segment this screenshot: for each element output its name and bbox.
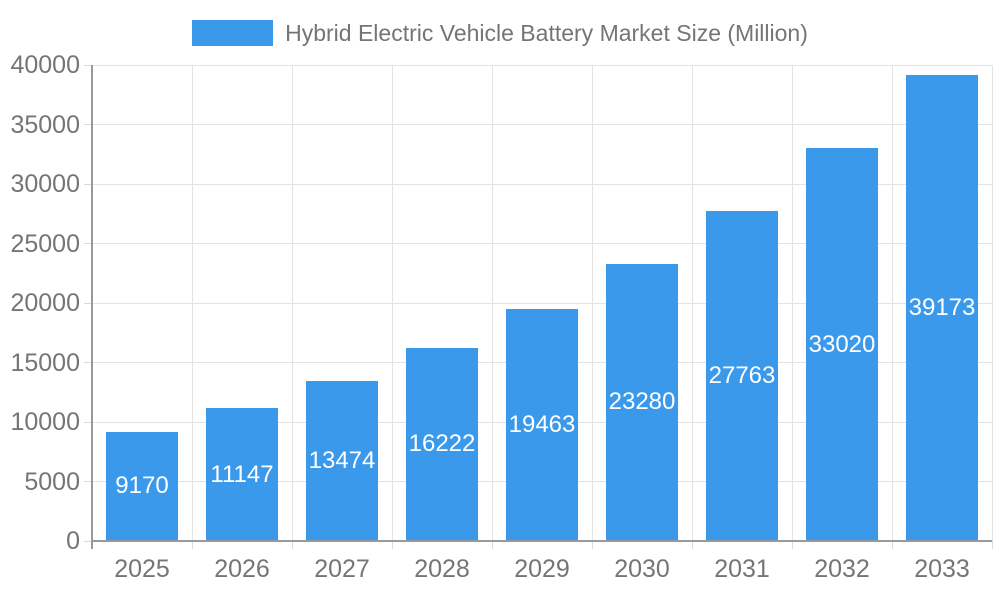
x-axis-tick-label: 2027 [314,555,370,583]
chart-legend[interactable]: Hybrid Electric Vehicle Battery Market S… [0,20,1000,46]
y-axis-tick-label: 40000 [10,51,80,79]
gridline-vertical [291,65,293,541]
x-axis-tick-label: 2026 [214,555,270,583]
y-axis-tick-label: 15000 [10,348,80,377]
y-axis-line [91,65,93,549]
bar-value-label: 19463 [508,411,576,439]
bar-value-label: 16222 [408,430,476,458]
y-axis-tick [84,124,92,125]
x-axis-tick-label: 2029 [514,555,570,583]
x-axis-tick-label: 2033 [914,555,970,583]
gridline-vertical [891,65,893,541]
bar-value-label: 27763 [708,361,776,389]
gridline-horizontal [92,124,992,125]
bar-value-label: 13474 [308,446,376,474]
x-axis-tick [591,541,593,549]
plot-area: 0 5000 10000 15000 20000 25000 30000 35000 40000… [10,52,993,582]
bar-value-label: 39173 [908,293,976,321]
y-axis-tick-label: 35000 [10,110,80,139]
gridline-vertical [691,65,693,541]
y-axis-tick [84,64,92,66]
bar-2033[interactable]: 39173 [906,74,978,541]
x-axis-tick [691,541,693,549]
bar-value-label: 33020 [808,330,876,358]
gridline-vertical [991,65,993,541]
x-axis-tick [891,541,893,549]
x-axis-tick-label: 2031 [714,555,770,583]
y-axis-tick [84,540,92,542]
y-axis-tick-label: 20000 [10,289,80,317]
bar-value-label: 9170 [115,472,169,500]
x-axis-tick [491,541,493,549]
y-axis-tick [84,183,92,185]
bar-value-label: 11147 [210,460,274,488]
bar-2028[interactable]: 16222 [406,347,478,541]
bar-2030[interactable]: 23280 [606,263,678,541]
gridline-horizontal [92,64,992,66]
x-axis-tick-label: 2028 [414,555,470,583]
gridline-vertical [391,65,393,541]
y-axis-tick [84,421,92,423]
legend-label: Hybrid Electric Vehicle Battery Market S… [285,20,808,46]
y-axis-tick [84,362,92,363]
x-axis-tick [991,541,993,549]
y-axis-tick [84,243,92,244]
x-axis-line [92,540,992,542]
bar-2032[interactable]: 33020 [806,148,878,541]
gridline-horizontal [92,183,992,185]
bar-2026[interactable]: 11147 [206,408,278,541]
bar-2027[interactable]: 13474 [306,380,378,541]
gridline-vertical [591,65,593,541]
x-axis-tick [291,541,293,549]
gridline-horizontal [92,302,992,304]
x-axis-tick-label: 2030 [614,555,670,583]
x-axis-tick [191,541,193,549]
y-axis-tick-label: 25000 [10,229,80,258]
bar-2031[interactable]: 27763 [706,210,778,541]
x-axis-tick [391,541,393,549]
legend-swatch [192,20,274,46]
y-axis-tick-label: 0 [66,527,80,555]
gridline-horizontal [92,243,992,244]
y-axis-tick-label: 5000 [24,467,80,496]
gridline-vertical [191,65,193,541]
bar-value-label: 23280 [608,388,676,416]
y-axis-tick-label: 10000 [10,408,80,436]
y-axis-tick [84,302,92,304]
y-axis-tick [84,481,92,482]
y-axis-tick-label: 30000 [10,170,80,198]
x-axis-tick-label: 2032 [814,555,870,583]
x-axis-tick [791,541,793,549]
bar-2025[interactable]: 9170 [106,431,178,541]
gridline-vertical [491,65,493,541]
gridline-vertical [791,65,793,541]
x-axis-tick-label: 2025 [114,555,170,583]
bar-2029[interactable]: 19463 [506,309,578,541]
